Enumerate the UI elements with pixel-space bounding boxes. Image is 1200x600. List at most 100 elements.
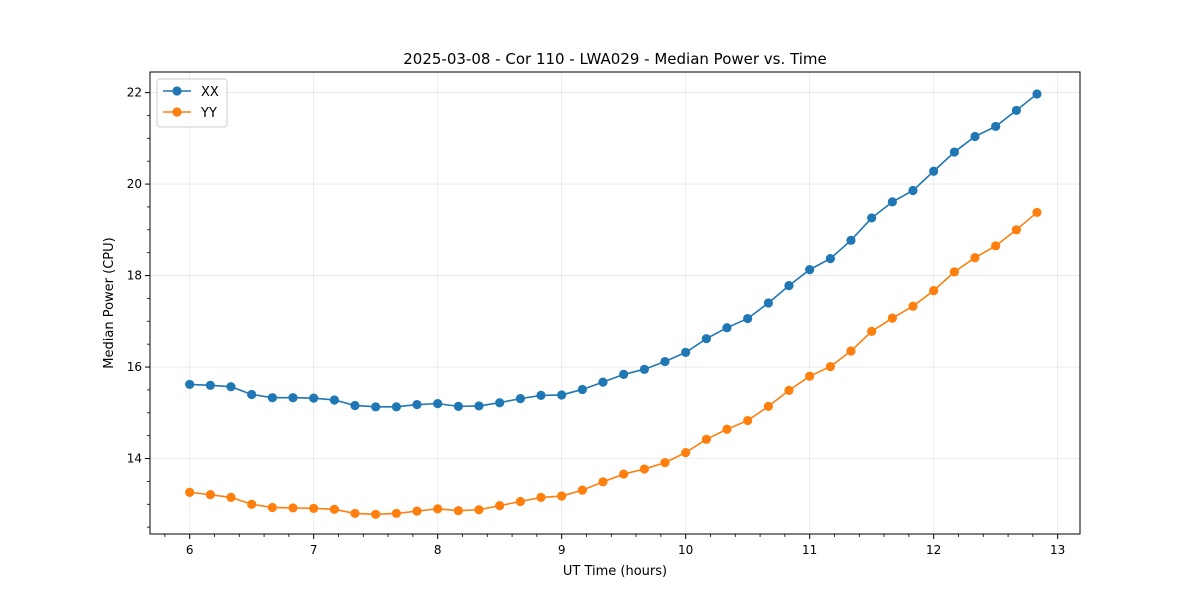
- data-point-xx: [412, 399, 422, 410]
- data-point-xx: [701, 334, 711, 344]
- data-point-xx: [288, 393, 298, 403]
- data-point-yy: [185, 487, 195, 497]
- data-point-yy: [887, 313, 897, 323]
- data-point-xx: [371, 402, 381, 412]
- data-point-yy: [247, 499, 257, 509]
- plot-area-frame: [149, 71, 1081, 535]
- data-point-yy: [825, 361, 835, 372]
- data-point-xx: [474, 401, 484, 411]
- data-point-yy: [433, 504, 443, 514]
- x-tick-label: 9: [558, 543, 566, 557]
- data-point-xx: [185, 379, 195, 390]
- x-tick-label: 13: [1050, 543, 1065, 557]
- data-point-xx: [495, 398, 505, 408]
- data-point-yy: [412, 506, 422, 516]
- data-point-xx: [1011, 105, 1021, 116]
- data-point-yy: [784, 385, 794, 395]
- axes: 6 7 8 9 10 11 12 13 14 16 18 20 22: [127, 86, 1066, 557]
- data-point-yy: [557, 491, 567, 501]
- grid: [150, 72, 1080, 534]
- data-point-xx: [743, 313, 753, 324]
- data-point-xx: [515, 394, 525, 404]
- x-tick-label: 7: [310, 543, 318, 557]
- data-point-yy: [619, 469, 629, 479]
- data-point-yy: [846, 346, 856, 356]
- chart-title: 2025-03-08 - Cor 110 - LWA029 - Median P…: [403, 50, 827, 68]
- data-point-yy: [329, 504, 339, 514]
- y-tick-label: 20: [127, 177, 142, 191]
- data-point-yy: [701, 434, 711, 444]
- y-axis-label: Median Power (CPU): [102, 237, 117, 368]
- data-point-xx: [825, 254, 835, 264]
- data-point-yy: [371, 509, 381, 519]
- data-point-yy: [1011, 225, 1021, 235]
- data-point-xx: [247, 389, 257, 400]
- legend-label-yy: YY: [200, 106, 217, 121]
- data-point-yy: [908, 301, 918, 311]
- data-point-xx: [598, 377, 608, 387]
- data-point-yy: [1032, 207, 1042, 218]
- data-point-yy: [763, 401, 773, 411]
- data-point-yy: [722, 424, 732, 434]
- data-point-yy: [639, 464, 649, 474]
- data-point-xx: [329, 395, 339, 405]
- data-point-yy: [805, 371, 815, 381]
- data-point-yy: [288, 503, 298, 513]
- legend-marker-yy: [172, 107, 182, 117]
- x-tick-label: 12: [926, 543, 941, 557]
- data-point-xx: [681, 347, 691, 358]
- data-point-yy: [598, 477, 608, 487]
- data-point-yy: [495, 501, 505, 511]
- data-point-yy: [681, 447, 691, 458]
- data-point-xx: [391, 402, 401, 412]
- data-point-xx: [908, 185, 918, 196]
- data-point-xx: [991, 121, 1001, 132]
- data-point-yy: [350, 508, 360, 519]
- data-point-xx: [867, 213, 877, 223]
- data-point-xx: [805, 265, 815, 275]
- series-layer: [185, 89, 1042, 519]
- data-point-xx: [722, 323, 732, 333]
- legend: XX YY: [156, 78, 228, 128]
- x-tick-label: 8: [434, 543, 442, 557]
- data-point-yy: [929, 286, 939, 296]
- data-point-yy: [577, 485, 587, 495]
- data-point-yy: [991, 241, 1001, 251]
- data-point-xx: [784, 281, 794, 291]
- data-point-xx: [557, 390, 567, 400]
- y-tick-label: 16: [127, 360, 142, 374]
- data-point-xx: [267, 393, 277, 403]
- data-point-xx: [846, 235, 856, 245]
- data-point-xx: [309, 393, 319, 403]
- data-point-xx: [619, 369, 629, 379]
- data-point-yy: [970, 253, 980, 263]
- data-point-yy: [453, 506, 463, 516]
- data-point-xx: [577, 384, 587, 395]
- data-point-xx: [887, 197, 897, 207]
- data-point-yy: [867, 326, 877, 336]
- data-point-xx: [929, 166, 939, 176]
- legend-marker-xx: [172, 86, 182, 96]
- data-point-xx: [226, 382, 236, 392]
- data-point-xx: [350, 400, 360, 411]
- data-point-yy: [743, 415, 753, 426]
- data-point-xx: [970, 131, 980, 142]
- legend-label-xx: XX: [201, 85, 219, 100]
- y-tick-label: 18: [127, 269, 142, 283]
- data-point-xx: [205, 380, 215, 390]
- series-yy: [185, 207, 1042, 519]
- data-point-yy: [226, 492, 236, 503]
- data-point-yy: [536, 492, 546, 503]
- x-axis-label: UT Time (hours): [563, 564, 667, 579]
- x-tick-label: 10: [678, 543, 693, 557]
- x-tick-label: 6: [186, 543, 194, 557]
- data-point-yy: [949, 267, 959, 277]
- data-point-yy: [391, 508, 401, 519]
- data-point-xx: [660, 356, 670, 367]
- data-point-yy: [267, 502, 277, 513]
- data-point-xx: [949, 147, 959, 157]
- y-tick-label: 14: [127, 452, 142, 466]
- y-tick-label: 22: [127, 86, 142, 100]
- data-point-xx: [433, 399, 443, 409]
